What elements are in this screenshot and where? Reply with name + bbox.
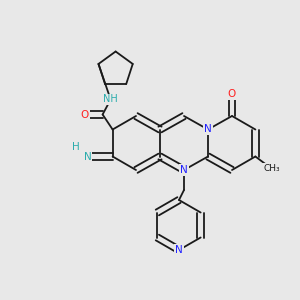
Text: NH: NH: [103, 94, 118, 104]
Text: N: N: [84, 152, 92, 161]
Text: O: O: [228, 89, 236, 99]
Text: N: N: [175, 245, 183, 255]
Text: N: N: [204, 124, 212, 134]
Text: H: H: [72, 142, 80, 152]
Text: N: N: [180, 165, 188, 175]
Text: CH₃: CH₃: [263, 164, 280, 173]
Text: N: N: [204, 124, 212, 134]
Text: O: O: [80, 110, 89, 119]
